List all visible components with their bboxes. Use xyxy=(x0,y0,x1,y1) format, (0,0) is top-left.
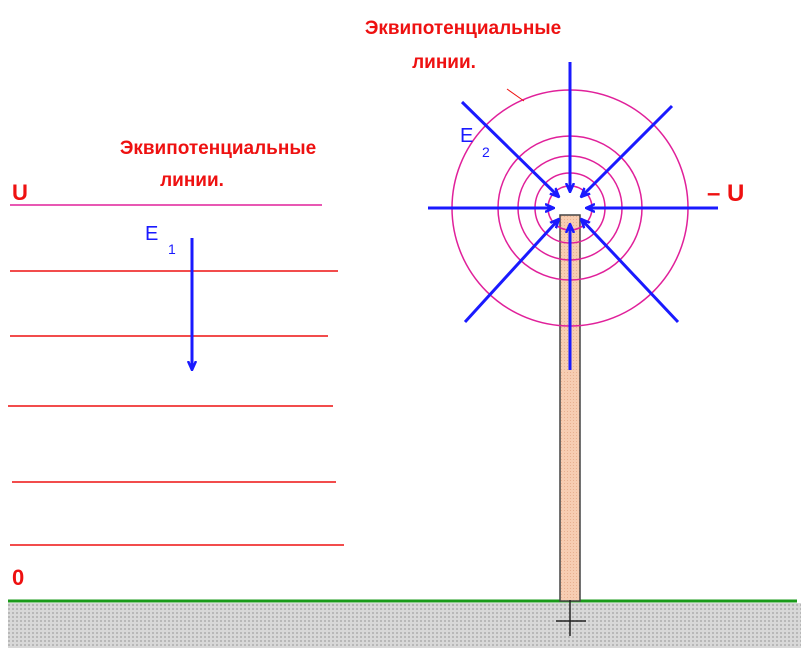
label-top: U xyxy=(12,180,28,205)
potential-label: – U xyxy=(707,180,744,207)
field-lines xyxy=(428,62,718,370)
field-subscript: 2 xyxy=(482,144,490,160)
field-symbol: E xyxy=(460,125,473,147)
field-symbol: E xyxy=(145,223,158,245)
ground xyxy=(8,603,801,648)
field-subscript: 1 xyxy=(168,241,176,257)
ground-symbol xyxy=(556,600,586,636)
caption: Эквипотенциальные xyxy=(365,18,561,39)
left-field xyxy=(8,204,344,546)
caption: линии. xyxy=(160,170,224,191)
label-bottom: 0 xyxy=(12,565,24,590)
caption: линии. xyxy=(412,52,476,73)
caption: Эквипотенциальные xyxy=(120,138,316,159)
callout-line xyxy=(506,88,525,102)
